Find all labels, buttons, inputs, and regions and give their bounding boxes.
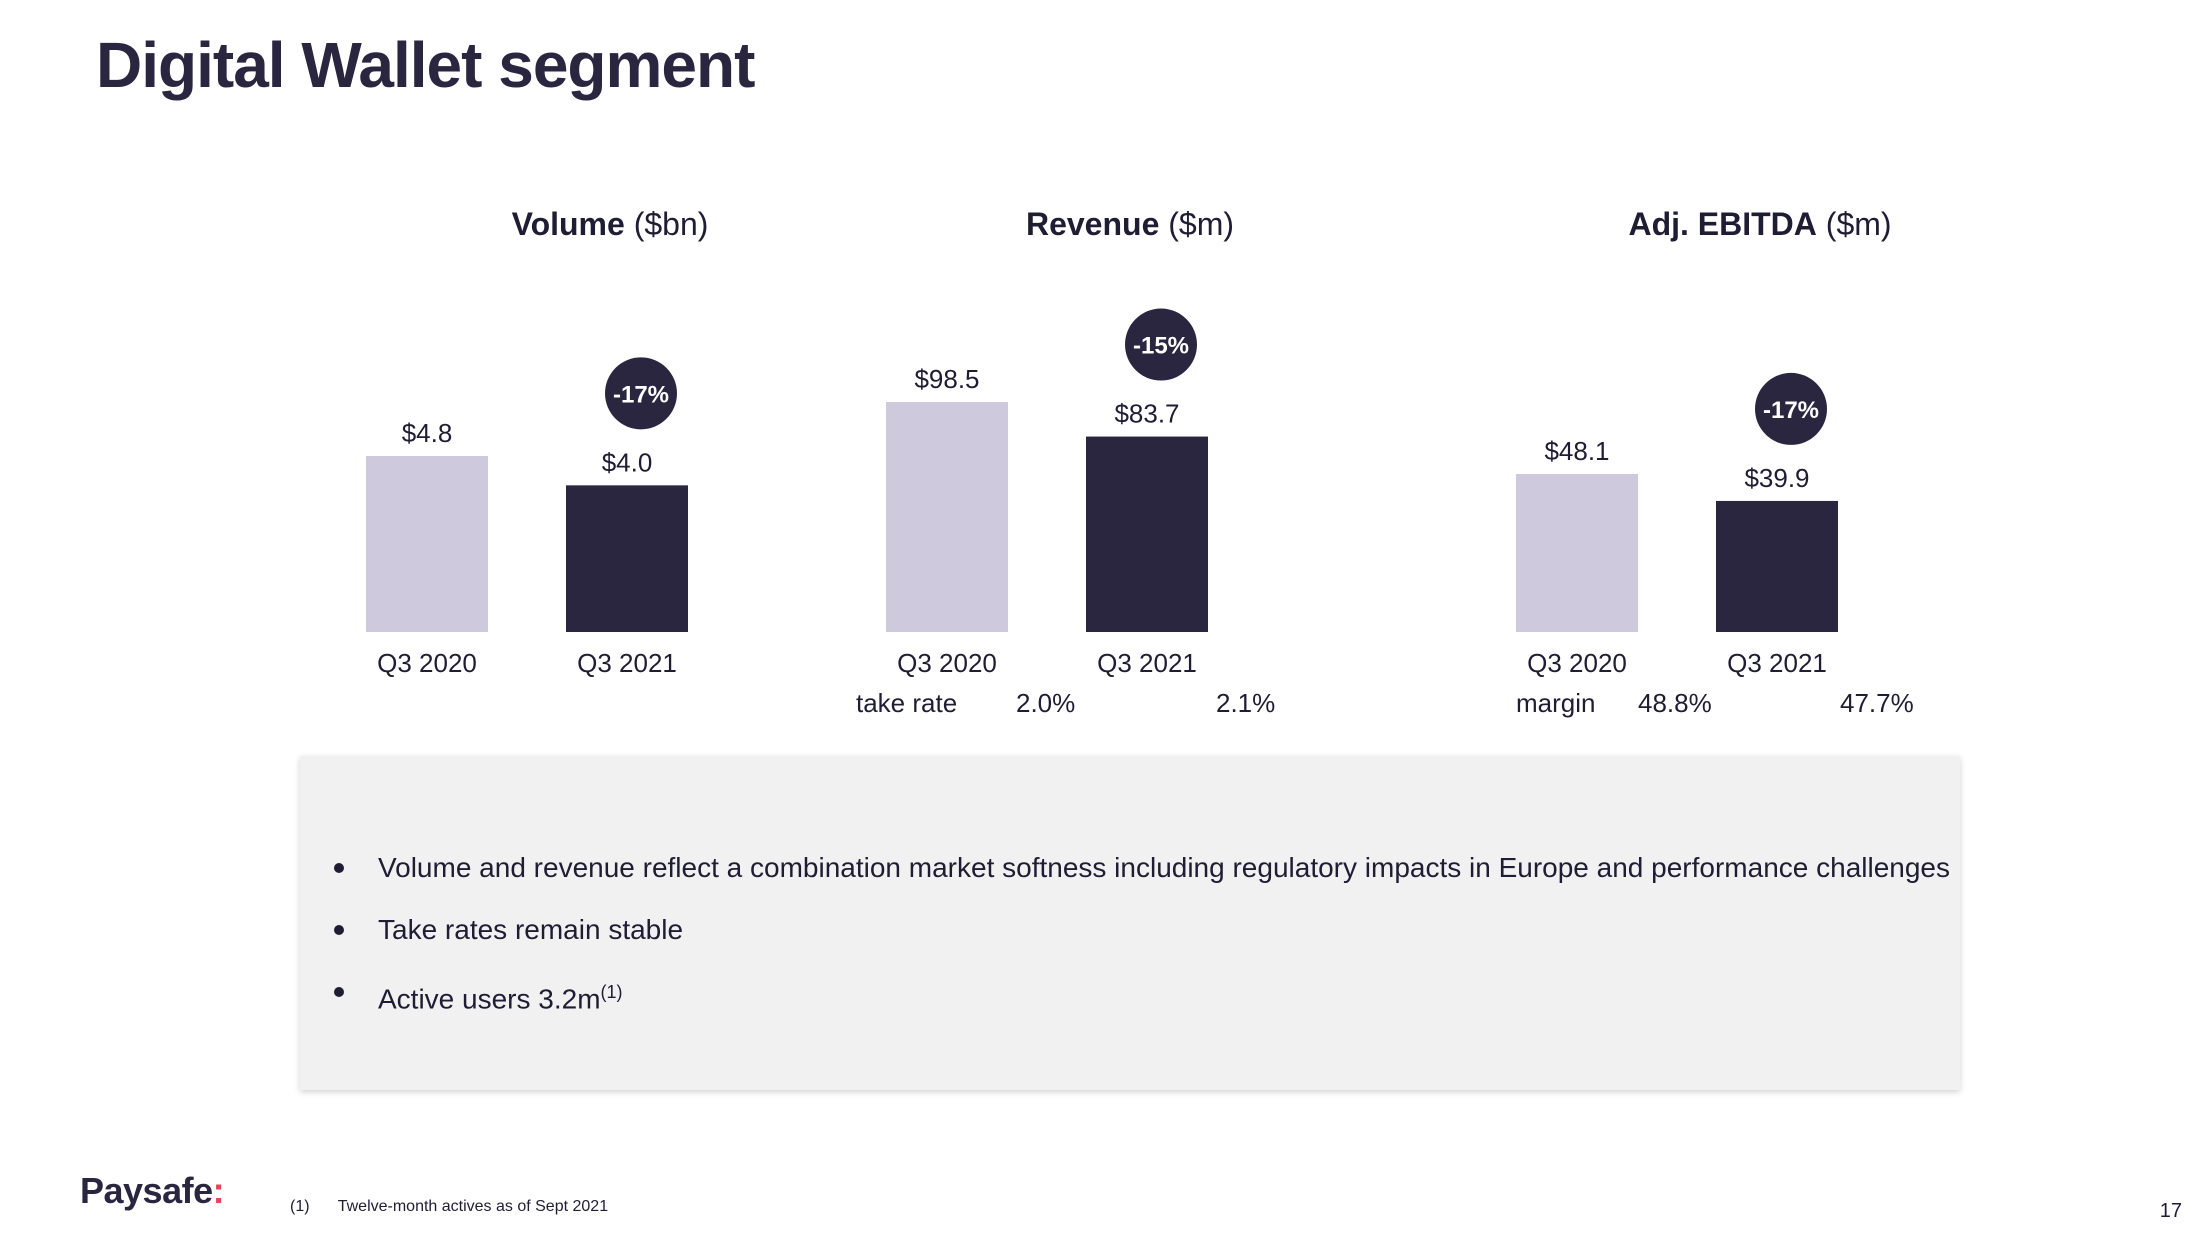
volume-bars-svg: $4.8 Q3 2020 $4.0 Q3 2021 -17% [366, 357, 688, 678]
category-label: Q3 2020 [897, 648, 997, 678]
chart-title: Volume ($bn) [250, 206, 970, 243]
adj-ebitda-chart: Adj. EBITDA ($m) $48.1 Q3 2020 $39.9 Q3 202… [1400, 190, 2120, 750]
bullet-text: Active users 3.2m [378, 983, 601, 1015]
chart-title-main: Adj. EBITDA [1628, 206, 1817, 242]
page-number: 17 [2159, 1200, 2182, 1222]
list-item: Volume and revenue reflect a combination… [334, 848, 1950, 910]
take-rate-label: take rate [856, 688, 958, 718]
logo-colon: : [212, 1170, 225, 1211]
take-rate-q3-2021: 2.1% [1216, 688, 1276, 718]
value-label: $4.8 [402, 418, 453, 448]
volume-chart: Volume ($bn) $4.8 Q3 2020 $4.0 Q3 2021 -17% [250, 190, 970, 750]
list-item: Take rates remain stable [334, 910, 1950, 972]
bar-q3-2021 [566, 485, 688, 632]
value-label: $48.1 [1544, 436, 1609, 466]
margin-q3-2020: 48.8% [1638, 688, 1712, 718]
bar-q3-2021 [1716, 500, 1838, 632]
revenue-bars-svg: $98.5 Q3 2020 $83.7 Q3 2021 -15% [886, 308, 1208, 678]
bullet-icon [334, 925, 344, 935]
change-badge-label: -17% [1763, 397, 1819, 424]
chart-title: Revenue ($m) [770, 206, 1490, 243]
category-label: Q3 2020 [377, 648, 477, 678]
footnote-ref: (1) [290, 1198, 310, 1215]
change-badge [1755, 372, 1827, 445]
footnote: (1) Twelve-month actives as of Sept 2021 [290, 1198, 608, 1216]
category-label: Q3 2021 [577, 648, 677, 678]
value-label: $83.7 [1114, 399, 1179, 429]
chart-title-main: Volume [511, 206, 625, 242]
chart-title-unit: ($m) [1168, 206, 1235, 242]
chart-title-main: Revenue [1025, 206, 1160, 242]
take-rate-q3-2020: 2.0% [1016, 688, 1076, 718]
bar-q3-2021 [1086, 436, 1208, 632]
bullet-icon [334, 987, 344, 997]
chart-title-unit: ($m) [1825, 206, 1892, 242]
chart-title: Adj. EBITDA ($m) [1400, 206, 2120, 243]
change-badge-label: -15% [1133, 333, 1189, 360]
list-item: Active users 3.2m(1) [334, 972, 1950, 1034]
highlights-list: Volume and revenue reflect a combination… [334, 848, 1950, 1034]
bar-q3-2020 [886, 402, 1008, 632]
footnote-text: Twelve-month actives as of Sept 2021 [337, 1198, 609, 1215]
chart-title-unit: ($bn) [633, 206, 709, 242]
footnote-marker: (1) [600, 982, 623, 1002]
category-label: Q3 2021 [1727, 648, 1827, 678]
highlights-panel: Volume and revenue reflect a combination… [300, 756, 1960, 1090]
value-label: $39.9 [1744, 463, 1809, 493]
change-badge [605, 357, 677, 430]
bar-q3-2020 [1516, 474, 1638, 632]
change-badge [1125, 308, 1197, 381]
bullet-text: Take rates remain stable [378, 914, 684, 945]
revenue-chart: Revenue ($m) $98.5 Q3 2020 $83.7 Q3 2021 -15… [770, 190, 1490, 750]
logo-text: Paysafe [80, 1170, 213, 1211]
margin-q3-2021: 47.7% [1840, 688, 1914, 718]
value-label: $4.0 [602, 447, 653, 477]
margin-label: margin [1516, 688, 1596, 718]
value-label: $98.5 [914, 364, 979, 394]
bar-q3-2020 [366, 456, 488, 632]
paysafe-logo: Paysafe: [80, 1170, 225, 1212]
change-badge-label: -17% [613, 381, 669, 408]
ebitda-bars-svg: $48.1 Q3 2020 $39.9 Q3 2021 -17% [1516, 372, 1838, 678]
category-label: Q3 2021 [1097, 648, 1197, 678]
bullet-text: Volume and revenue reflect a combination… [378, 852, 1950, 883]
category-label: Q3 2020 [1527, 648, 1627, 678]
page-title: Digital Wallet segment [96, 29, 755, 101]
bullet-icon [334, 863, 344, 873]
